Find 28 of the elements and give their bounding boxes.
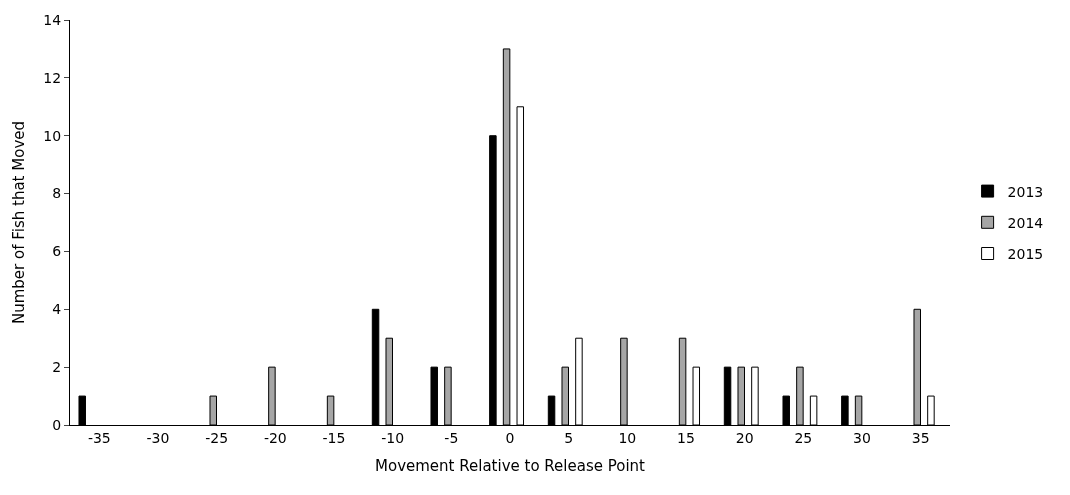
- y-axis-title: Number of Fish that Moved: [9, 120, 28, 325]
- x-tick-label: -30: [146, 429, 170, 446]
- x-tick-label: 15: [677, 429, 695, 446]
- y-tick-label: 14: [43, 11, 62, 28]
- x-tick-label: -20: [263, 429, 287, 446]
- y-tick-label: 4: [52, 301, 62, 318]
- x-tick-label: -5: [444, 429, 459, 446]
- legend-label: 2013: [1007, 183, 1044, 200]
- y-tick-label: 12: [43, 69, 62, 86]
- x-tick-label: 0: [505, 429, 515, 446]
- x-axis-title: Movement Relative to Release Point: [375, 456, 646, 475]
- y-tick-label: 10: [43, 127, 62, 144]
- y-tick-label: 0: [52, 416, 62, 433]
- legend-label: 2015: [1007, 245, 1044, 262]
- x-tick-label: 35: [911, 429, 930, 446]
- x-tick-label: 5: [564, 429, 574, 446]
- y-tick-label: 2: [52, 359, 62, 376]
- x-tick-label: -25: [205, 429, 229, 446]
- x-tick-label: -35: [87, 429, 111, 446]
- x-tick-label: 30: [853, 429, 871, 446]
- legend-label: 2014: [1007, 214, 1044, 231]
- x-tick-label: 25: [794, 429, 813, 446]
- y-tick-label: 8: [52, 185, 62, 202]
- x-tick-label: 10: [618, 429, 637, 446]
- x-tick-label: -10: [381, 429, 405, 446]
- x-tick-label: 20: [735, 429, 754, 446]
- x-tick-label: -15: [322, 429, 346, 446]
- y-tick-label: 6: [52, 243, 62, 260]
